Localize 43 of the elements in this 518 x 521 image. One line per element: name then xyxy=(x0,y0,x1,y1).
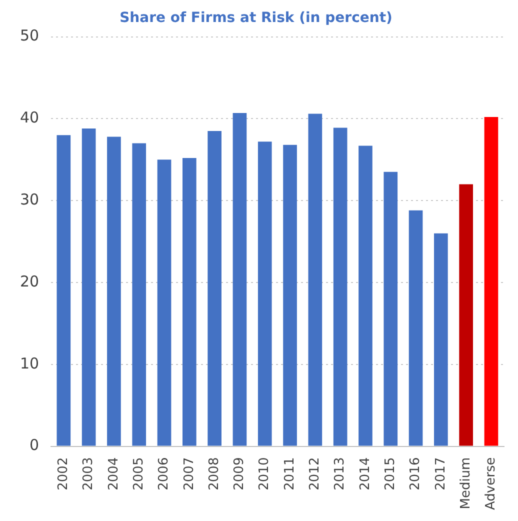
bar xyxy=(283,144,297,446)
x-tick-label: 2005 xyxy=(131,457,146,490)
x-tick-label: 2017 xyxy=(433,457,448,490)
x-tick-label: Adverse xyxy=(484,457,499,510)
y-tick-label: 0 xyxy=(30,436,40,454)
y-tick-label: 50 xyxy=(20,26,40,45)
x-tick-label: 2009 xyxy=(232,457,248,490)
x-tick-label: 2016 xyxy=(408,457,424,490)
x-tick-label: 2007 xyxy=(182,457,197,490)
bar xyxy=(408,210,423,446)
x-tick-label: 2015 xyxy=(383,457,398,490)
y-tick-label: 30 xyxy=(20,190,40,208)
x-tick-label: 2002 xyxy=(56,457,72,490)
bar xyxy=(484,117,498,446)
bar xyxy=(132,143,146,446)
bar xyxy=(157,160,172,446)
bar xyxy=(459,184,473,446)
bar xyxy=(82,128,96,446)
bar xyxy=(56,135,71,446)
bar xyxy=(308,114,322,446)
x-tick-label: 2010 xyxy=(257,457,272,490)
x-tick-label: 2003 xyxy=(81,457,96,490)
bar xyxy=(333,128,348,446)
x-tick-label: Medium xyxy=(458,457,474,510)
x-tick-label: 2014 xyxy=(358,457,373,490)
x-tick-label: 2008 xyxy=(206,457,222,490)
bar xyxy=(384,172,398,446)
x-tick-label: 2006 xyxy=(156,457,172,490)
x-tick-label: 2011 xyxy=(282,457,298,490)
bar xyxy=(232,112,247,446)
bar xyxy=(258,142,272,446)
x-tick-label: 2004 xyxy=(106,457,122,490)
bar xyxy=(208,130,222,446)
x-tick-label: 2012 xyxy=(308,457,323,490)
bar xyxy=(107,136,121,446)
y-tick-label: 10 xyxy=(20,354,40,372)
bar xyxy=(434,233,448,446)
bar xyxy=(358,146,372,446)
y-tick-label: 40 xyxy=(20,108,40,127)
chart-title: Share of Firms at Risk (in percent) xyxy=(120,10,392,26)
x-tick-label: 2013 xyxy=(332,457,348,490)
bar xyxy=(182,158,196,446)
y-tick-label: 20 xyxy=(20,272,40,290)
